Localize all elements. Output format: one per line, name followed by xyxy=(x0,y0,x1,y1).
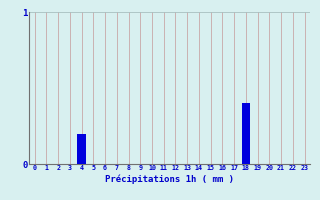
Bar xyxy=(242,103,250,164)
X-axis label: Précipitations 1h ( mm ): Précipitations 1h ( mm ) xyxy=(105,174,234,184)
Bar xyxy=(77,134,86,164)
